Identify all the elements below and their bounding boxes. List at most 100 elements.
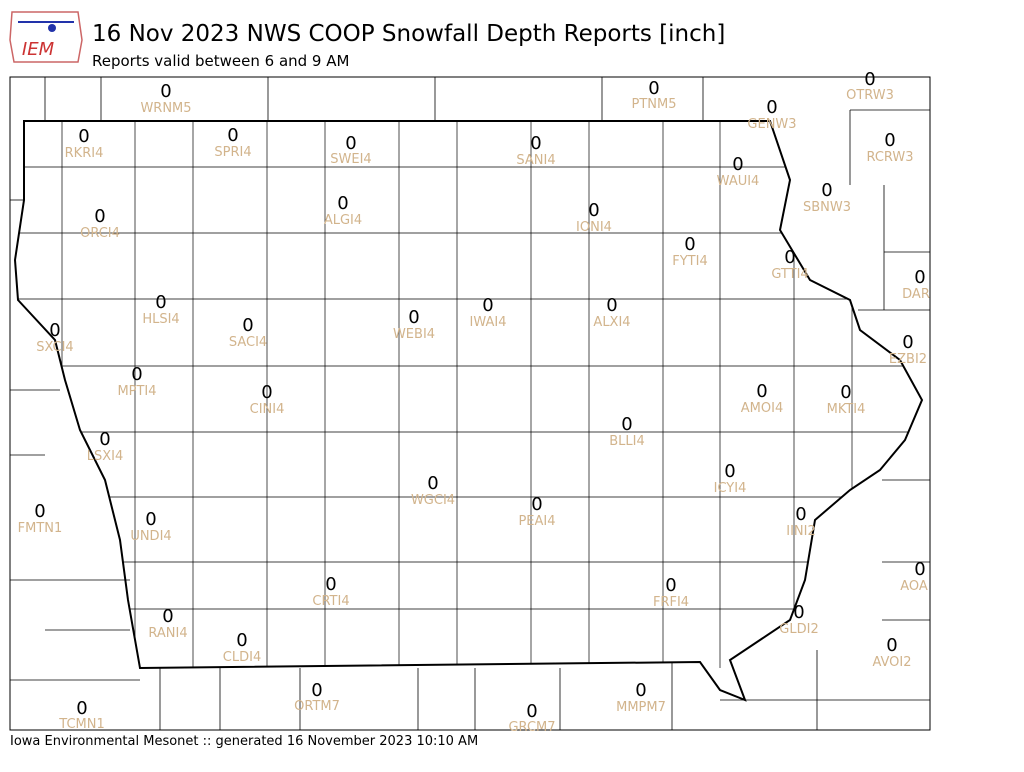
station-value: 0 [864,69,875,90]
logo-text: IEM [22,39,55,60]
station-id: SBNW3 [803,200,851,215]
station-value: 0 [34,501,45,522]
station-value: 0 [724,461,735,482]
station-id: GTTI4 [771,267,808,282]
station-id: PEAI4 [518,514,555,529]
station-id: RCRW3 [866,150,913,165]
map-frame [9,76,931,731]
station-id: RKRI4 [65,146,104,161]
station-value: 0 [756,381,767,402]
station-id: FMTN1 [18,521,63,536]
station-id: WEBI4 [393,327,435,342]
footer: Iowa Environmental Mesonet :: generated … [10,734,478,749]
station-id: AMOI4 [741,401,783,416]
station-id: MMPM7 [616,700,666,715]
station-id: CLDI4 [223,650,261,665]
station-value: 0 [145,509,156,530]
station-id: ALGI4 [324,213,362,228]
station-id: AOA [900,579,928,594]
station-value: 0 [49,320,60,341]
station-id: RANI4 [148,626,187,641]
station-id: HLSI4 [142,312,179,327]
station-value: 0 [155,292,166,313]
station-id: CINI4 [250,402,285,417]
station-value: 0 [793,602,804,623]
station-value: 0 [131,364,142,385]
station-value: 0 [160,81,171,102]
station-id: SWEI4 [330,152,371,167]
station-id: ORCI4 [80,226,120,241]
station-id: SACI4 [229,335,267,350]
station-value: 0 [606,295,617,316]
state-border [13,120,924,702]
station-id: DAR [902,287,930,302]
station-id: FRFI4 [653,595,689,610]
station-value: 0 [242,315,253,336]
station-value: 0 [588,200,599,221]
title: 16 Nov 2023 NWS COOP Snowfall Depth Repo… [92,21,725,47]
station-value: 0 [99,429,110,450]
station-value: 0 [886,635,897,656]
station-value: 0 [94,206,105,227]
station-value: 0 [732,154,743,175]
station-value: 0 [482,295,493,316]
station-id: FYTI4 [672,254,707,269]
station-id: WGCI4 [411,493,455,508]
station-id: WAUI4 [717,174,760,189]
station-id: IINI2 [786,524,816,539]
station-id: TCMN1 [58,717,104,732]
station-id: CRTI4 [312,594,349,609]
station-id: BLLI4 [609,434,645,449]
logo: IEM [9,11,83,63]
station-value: 0 [914,559,925,580]
station-value: 0 [162,606,173,627]
station-id: WRNM5 [140,101,191,116]
station-id: SPRI4 [214,145,251,160]
station-id: GENW3 [747,117,796,132]
station-id: GLDI2 [779,622,818,637]
station-value: 0 [648,78,659,99]
station-id: IONI4 [576,220,612,235]
station-value: 0 [530,133,541,154]
station-id: UNDI4 [130,529,171,544]
station-value: 0 [345,133,356,154]
station-value: 0 [795,504,806,525]
station-value: 0 [784,247,795,268]
station-value: 0 [840,382,851,403]
station-value: 0 [821,180,832,201]
station-id: SXCI4 [36,340,73,355]
station-value: 0 [76,698,87,719]
station-value: 0 [337,193,348,214]
station-id: AVOI2 [872,655,911,670]
station-id: ICYI4 [714,481,747,496]
station-value: 0 [526,701,537,722]
station-value: 0 [236,630,247,651]
station-value: 0 [902,332,913,353]
station-id: ALXI4 [593,315,630,330]
station-value: 0 [621,414,632,435]
station-id: PTNM5 [632,97,677,112]
station-id: ORTM7 [294,699,340,714]
station-id: OTRW3 [846,88,894,103]
station-value: 0 [766,97,777,118]
subtitle: Reports valid between 6 and 9 AM [92,52,349,70]
station-value: 0 [665,575,676,596]
station-value: 0 [427,473,438,494]
station-value: 0 [884,130,895,151]
station-value: 0 [408,307,419,328]
station-value: 0 [325,574,336,595]
station-value: 0 [227,125,238,146]
station-value: 0 [635,680,646,701]
station-id: GRCM7 [508,720,555,735]
station-value: 0 [261,382,272,403]
station-value: 0 [914,267,925,288]
station-id: MKTI4 [827,402,866,417]
station-id: LSXI4 [87,449,124,464]
station-value: 0 [531,494,542,515]
station-id: MPTI4 [117,384,156,399]
station-value: 0 [684,234,695,255]
station-id: EZBI2 [889,352,927,367]
station-id: IWAI4 [470,315,507,330]
